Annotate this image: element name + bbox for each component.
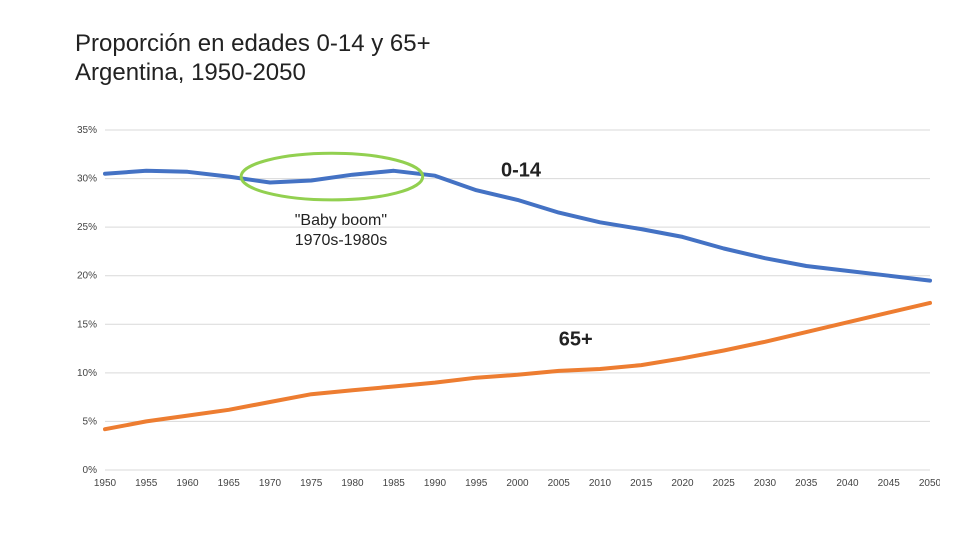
- x-tick-label: 1960: [176, 478, 199, 489]
- x-tick-label: 1955: [135, 478, 158, 489]
- x-tick-label: 1965: [218, 478, 241, 489]
- x-tick-label: 2010: [589, 478, 612, 489]
- y-tick-label: 15%: [77, 319, 97, 330]
- series-age_0_14: [105, 171, 930, 281]
- x-tick-label: 2005: [548, 478, 571, 489]
- x-tick-label: 2045: [878, 478, 901, 489]
- x-tick-label: 1950: [94, 478, 117, 489]
- x-tick-label: 1985: [383, 478, 406, 489]
- x-tick-label: 2050: [919, 478, 940, 489]
- x-tick-label: 1970: [259, 478, 282, 489]
- annotation-baby-boom-line2: 1970s-1980s: [295, 232, 388, 249]
- title-line-1: Proporción en edades 0-14 y 65+: [75, 30, 431, 57]
- y-tick-label: 35%: [77, 125, 97, 136]
- series-age_65_plus: [105, 303, 930, 429]
- x-tick-label: 2040: [836, 478, 859, 489]
- x-tick-label: 2025: [713, 478, 736, 489]
- x-tick-label: 1975: [300, 478, 323, 489]
- y-tick-label: 30%: [77, 174, 97, 185]
- x-tick-label: 2020: [671, 478, 694, 489]
- series-label-0-14: 0-14: [501, 160, 542, 182]
- x-tick-label: 1980: [341, 478, 364, 489]
- y-tick-label: 10%: [77, 368, 97, 379]
- x-tick-label: 1995: [465, 478, 488, 489]
- y-tick-label: 5%: [83, 416, 98, 427]
- x-tick-label: 2030: [754, 478, 777, 489]
- line-chart: 0% 5% 10% 15% 20% 25% 30% 35% 1950 1955 1960 1965 19…: [60, 120, 940, 500]
- x-tick-label: 1990: [424, 478, 447, 489]
- annotation-baby-boom-line1: "Baby boom": [295, 212, 387, 229]
- x-tick-label: 2000: [506, 478, 529, 489]
- x-tick-label: 2035: [795, 478, 818, 489]
- chart-title: Proporción en edades 0-14 y 65+ Argentin…: [75, 30, 431, 88]
- y-tick-label: 25%: [77, 222, 97, 233]
- y-tick-label: 0%: [83, 465, 98, 476]
- chart-svg: 0% 5% 10% 15% 20% 25% 30% 35% 1950 1955 1960 1965 19…: [60, 120, 940, 500]
- series-label-65-plus: 65+: [559, 329, 593, 351]
- y-tick-label: 20%: [77, 271, 97, 282]
- title-line-2: Argentina, 1950-2050: [75, 59, 306, 86]
- slide: Proporción en edades 0-14 y 65+ Argentin…: [0, 0, 960, 540]
- x-tick-label: 2015: [630, 478, 653, 489]
